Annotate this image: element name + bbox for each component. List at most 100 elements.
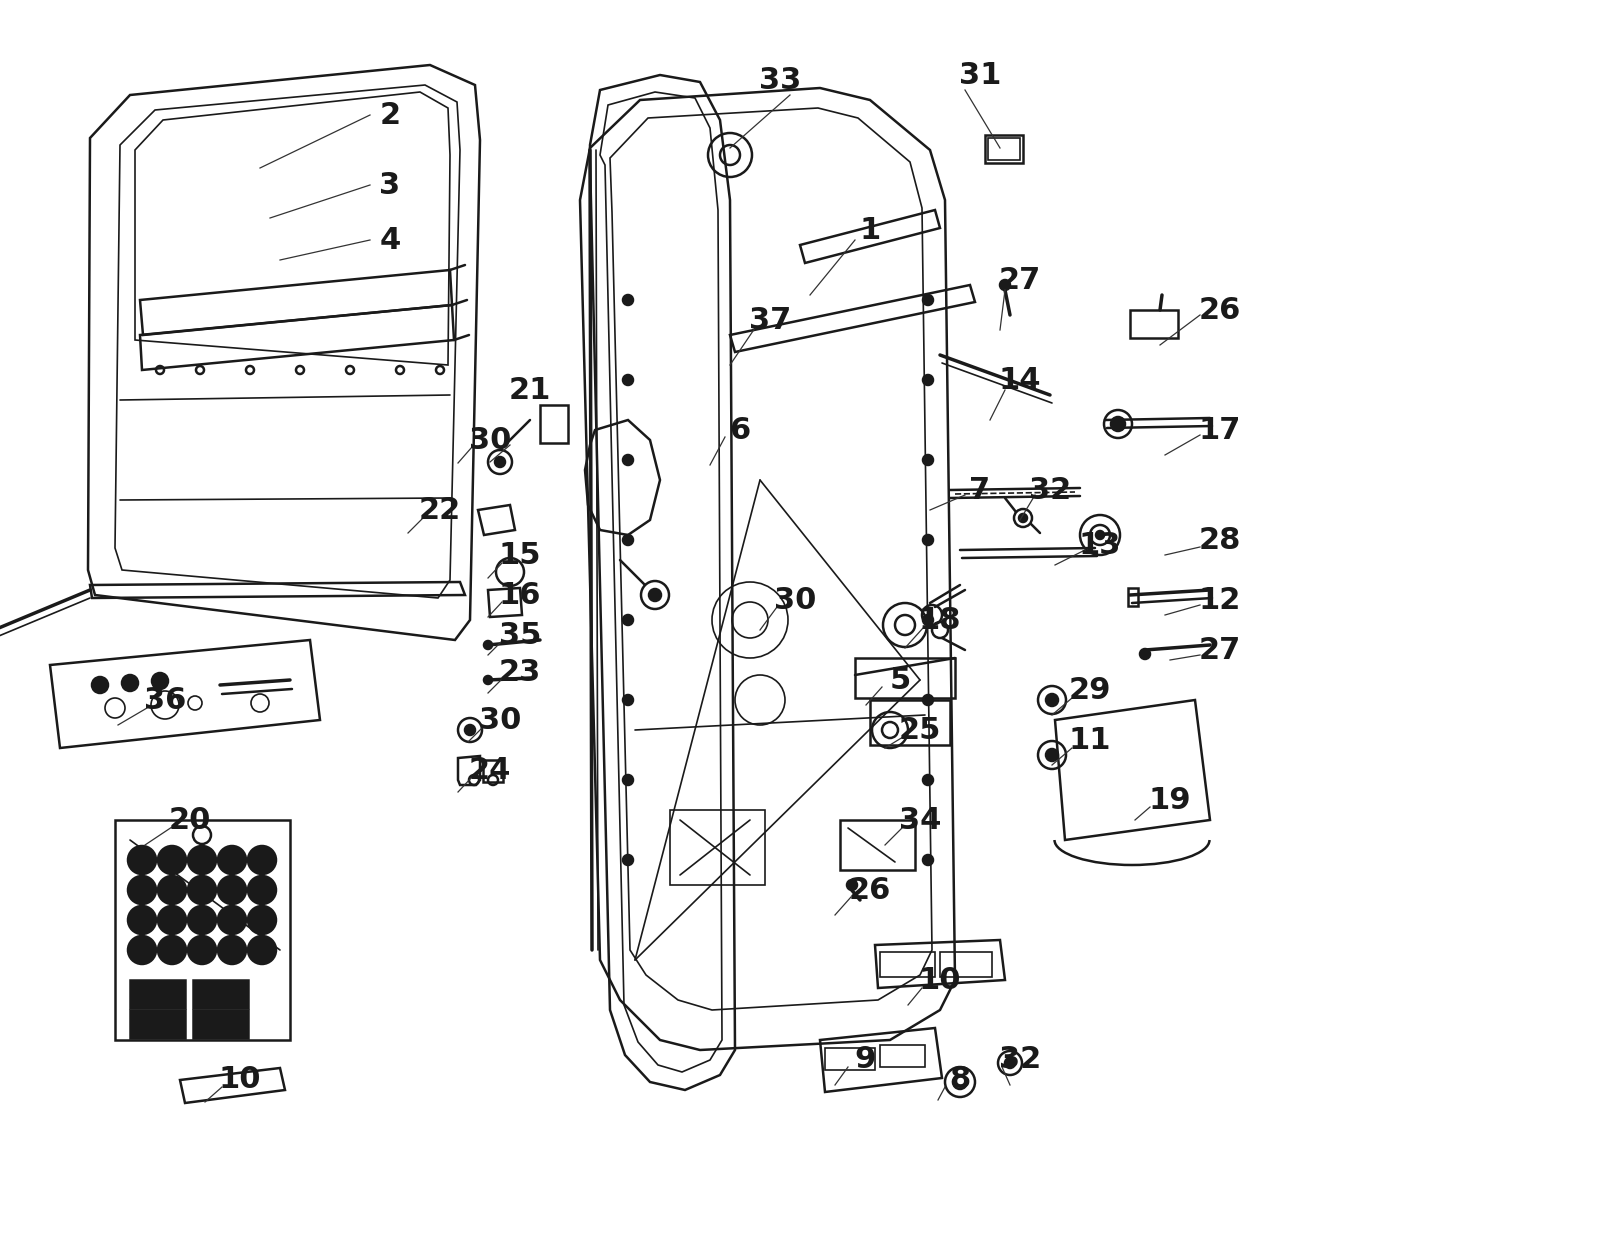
Text: 34: 34 xyxy=(899,806,941,834)
Circle shape xyxy=(1110,417,1125,431)
Circle shape xyxy=(622,295,634,305)
Text: 25: 25 xyxy=(899,716,941,744)
Text: 31: 31 xyxy=(958,60,1002,90)
Circle shape xyxy=(1096,531,1104,540)
Circle shape xyxy=(218,876,246,904)
Text: 32: 32 xyxy=(1029,476,1070,505)
Text: 36: 36 xyxy=(144,686,186,714)
Text: 4: 4 xyxy=(379,226,400,255)
Circle shape xyxy=(1046,749,1058,761)
Circle shape xyxy=(923,774,933,786)
Bar xyxy=(483,759,502,782)
Bar xyxy=(1128,588,1138,606)
Circle shape xyxy=(128,906,157,934)
Text: 7: 7 xyxy=(970,476,990,505)
Bar xyxy=(840,821,915,871)
Circle shape xyxy=(189,876,216,904)
Circle shape xyxy=(128,876,157,904)
Circle shape xyxy=(158,906,186,934)
Circle shape xyxy=(1139,649,1150,659)
Text: 15: 15 xyxy=(499,541,541,570)
Circle shape xyxy=(1005,1058,1014,1068)
Circle shape xyxy=(218,846,246,874)
Circle shape xyxy=(248,906,277,934)
Bar xyxy=(826,1048,875,1070)
Circle shape xyxy=(128,846,157,874)
Text: 8: 8 xyxy=(949,1065,971,1094)
Circle shape xyxy=(923,694,933,704)
Circle shape xyxy=(248,936,277,964)
Text: 24: 24 xyxy=(469,756,510,784)
Bar xyxy=(880,1045,925,1067)
Circle shape xyxy=(158,876,186,904)
Circle shape xyxy=(152,673,168,689)
Bar xyxy=(986,135,1022,164)
Text: 30: 30 xyxy=(469,426,510,455)
Circle shape xyxy=(93,677,109,693)
Circle shape xyxy=(622,535,634,545)
Circle shape xyxy=(846,881,858,891)
Bar xyxy=(1130,310,1178,338)
Circle shape xyxy=(923,856,933,866)
Circle shape xyxy=(189,936,216,964)
Text: 16: 16 xyxy=(499,581,541,610)
Circle shape xyxy=(622,856,634,866)
Circle shape xyxy=(923,375,933,385)
Circle shape xyxy=(483,676,493,684)
Text: 27: 27 xyxy=(1198,636,1242,664)
Text: 32: 32 xyxy=(998,1045,1042,1074)
Text: 26: 26 xyxy=(1198,296,1242,325)
Bar xyxy=(670,811,765,886)
Text: 11: 11 xyxy=(1069,726,1112,754)
Bar xyxy=(194,980,248,1008)
Text: 14: 14 xyxy=(998,366,1042,395)
Text: 37: 37 xyxy=(749,306,790,335)
Text: 17: 17 xyxy=(1198,416,1242,445)
Circle shape xyxy=(248,876,277,904)
Text: 13: 13 xyxy=(1078,531,1122,560)
Circle shape xyxy=(158,936,186,964)
Circle shape xyxy=(650,590,661,601)
Text: 10: 10 xyxy=(918,965,962,994)
Circle shape xyxy=(622,774,634,786)
Circle shape xyxy=(483,641,493,649)
Circle shape xyxy=(622,455,634,465)
Circle shape xyxy=(622,694,634,704)
Circle shape xyxy=(466,724,475,734)
Text: 2: 2 xyxy=(379,100,400,130)
Text: 23: 23 xyxy=(499,657,541,687)
Bar xyxy=(194,1010,248,1038)
Circle shape xyxy=(1000,280,1010,290)
Circle shape xyxy=(923,535,933,545)
Text: 21: 21 xyxy=(509,376,550,405)
Bar xyxy=(541,405,568,443)
Text: 5: 5 xyxy=(890,666,910,694)
Text: 12: 12 xyxy=(1198,586,1242,615)
Circle shape xyxy=(923,455,933,465)
Text: 20: 20 xyxy=(170,806,211,834)
Text: 33: 33 xyxy=(758,65,802,95)
Bar xyxy=(115,821,290,1040)
Bar xyxy=(870,699,950,744)
Circle shape xyxy=(189,846,216,874)
Circle shape xyxy=(218,906,246,934)
Circle shape xyxy=(494,457,506,467)
Text: 1: 1 xyxy=(859,216,880,245)
Text: 6: 6 xyxy=(730,416,750,445)
Circle shape xyxy=(189,906,216,934)
Text: 27: 27 xyxy=(998,266,1042,295)
Circle shape xyxy=(218,936,246,964)
Text: 30: 30 xyxy=(774,586,816,615)
Bar xyxy=(854,658,955,698)
Text: 28: 28 xyxy=(1198,526,1242,555)
Text: 29: 29 xyxy=(1069,676,1112,704)
Circle shape xyxy=(1046,694,1058,706)
Circle shape xyxy=(128,936,157,964)
Text: 10: 10 xyxy=(219,1065,261,1094)
Text: 35: 35 xyxy=(499,621,541,649)
Circle shape xyxy=(923,615,933,624)
Circle shape xyxy=(122,674,138,691)
Text: 22: 22 xyxy=(419,496,461,525)
Circle shape xyxy=(923,295,933,305)
Text: 19: 19 xyxy=(1149,786,1192,814)
